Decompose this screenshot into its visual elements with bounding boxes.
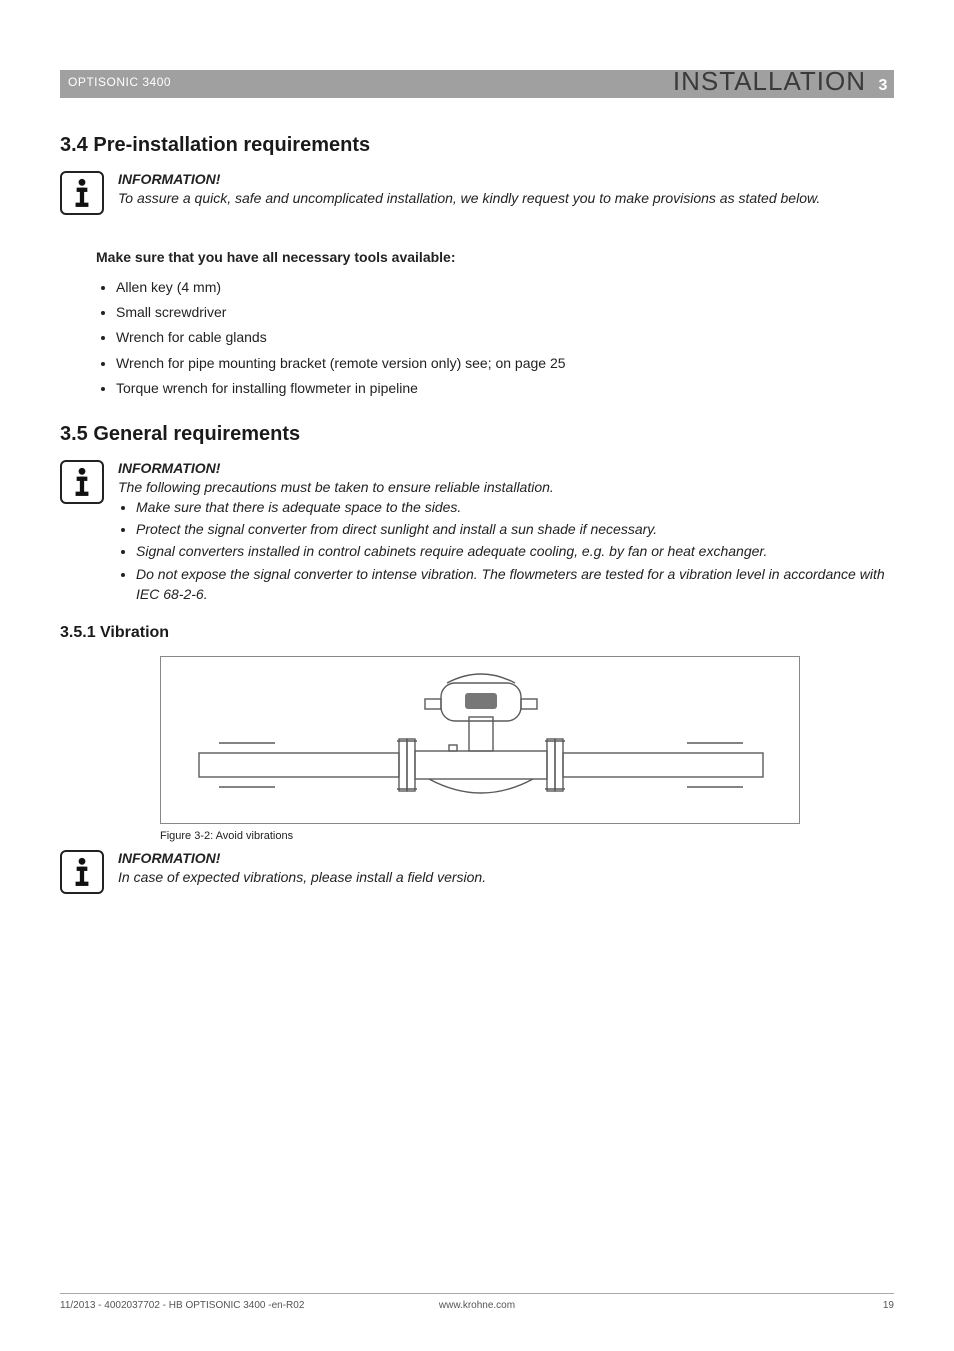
section-3-5-title: 3.5 General requirements: [60, 423, 894, 446]
vibration-diagram: [161, 657, 801, 825]
list-item: Allen key (4 mm): [116, 275, 894, 300]
list-item: Small screwdriver: [116, 300, 894, 325]
footer-left: 11/2013 - 4002037702 - HB OPTISONIC 3400…: [60, 1300, 304, 1311]
page-footer: 11/2013 - 4002037702 - HB OPTISONIC 3400…: [60, 1293, 894, 1311]
page-header: OPTISONIC 3400 INSTALLATION 3: [60, 70, 894, 98]
chapter-number-badge: 3: [872, 75, 894, 97]
info-box-3-4: INFORMATION! To assure a quick, safe and…: [60, 171, 894, 215]
precautions-list: Make sure that there is adequate space t…: [118, 497, 894, 604]
section-3-4-title: 3.4 Pre-installation requirements: [60, 134, 894, 157]
list-item: Wrench for pipe mounting bracket (remote…: [116, 351, 894, 376]
section-3-5-1-title: 3.5.1 Vibration: [60, 624, 894, 642]
chapter-title: INSTALLATION: [673, 66, 866, 97]
product-name: OPTISONIC 3400: [68, 75, 171, 89]
information-icon: [60, 460, 104, 504]
info-box-3-5-1: INFORMATION! In case of expected vibrati…: [60, 850, 894, 894]
footer-center: www.krohne.com: [439, 1300, 515, 1311]
tools-heading: Make sure that you have all necessary to…: [96, 249, 894, 265]
info-title: INFORMATION!: [118, 171, 894, 187]
list-item: Torque wrench for installing flowmeter i…: [116, 376, 894, 401]
information-icon: [60, 171, 104, 215]
tools-list: Allen key (4 mm) Small screwdriver Wrenc…: [60, 275, 894, 401]
info-body: In case of expected vibrations, please i…: [118, 868, 894, 887]
list-item: Protect the signal converter from direct…: [136, 519, 894, 539]
figure-3-2: Figure 3-2: Avoid vibrations: [160, 656, 894, 842]
list-item: Do not expose the signal converter to in…: [136, 564, 894, 605]
information-icon: [60, 850, 104, 894]
footer-page-number: 19: [883, 1300, 894, 1311]
list-item: Signal converters installed in control c…: [136, 541, 894, 561]
info-body: The following precautions must be taken …: [118, 478, 894, 497]
info-title: INFORMATION!: [118, 460, 894, 476]
info-title: INFORMATION!: [118, 850, 894, 866]
list-item: Make sure that there is adequate space t…: [136, 497, 894, 517]
figure-caption: Figure 3-2: Avoid vibrations: [160, 830, 894, 842]
info-box-3-5: INFORMATION! The following precautions m…: [60, 460, 894, 606]
info-body: To assure a quick, safe and uncomplicate…: [118, 189, 894, 208]
list-item: Wrench for cable glands: [116, 325, 894, 350]
chapter-label: INSTALLATION 3: [673, 66, 894, 97]
